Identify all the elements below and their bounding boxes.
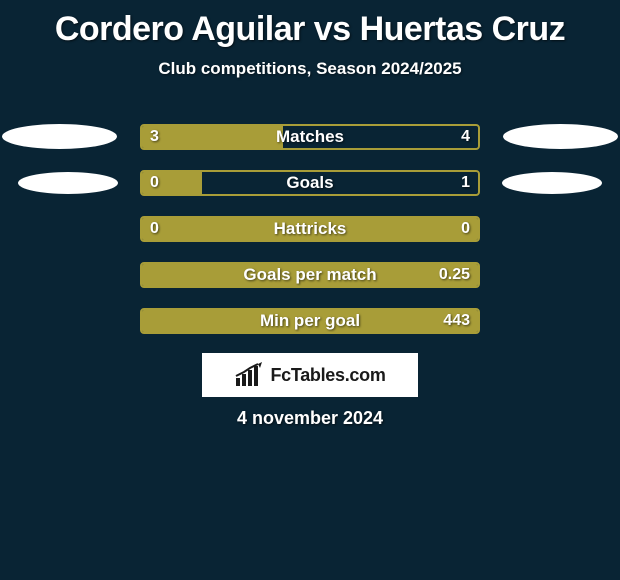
stat-label: Matches (142, 126, 478, 148)
stat-label: Hattricks (142, 218, 478, 240)
page-title: Cordero Aguilar vs Huertas Cruz (0, 0, 620, 49)
page-subtitle: Club competitions, Season 2024/2025 (0, 59, 620, 79)
stat-row-min-per-goal: Min per goal 443 (0, 306, 620, 336)
right-ellipse-icon (503, 124, 618, 149)
left-ellipse-icon (18, 172, 118, 194)
stat-value-right: 0 (461, 218, 470, 240)
stat-value-right: 4 (461, 126, 470, 148)
right-ellipse-icon (502, 172, 602, 194)
stat-bar-track: Goals per match 0.25 (140, 262, 480, 288)
stat-row-hattricks: 0 Hattricks 0 (0, 214, 620, 244)
left-ellipse-icon (2, 124, 117, 149)
stat-value-right: 1 (461, 172, 470, 194)
stat-value-right: 0.25 (439, 264, 470, 286)
stat-bar-track: 0 Hattricks 0 (140, 216, 480, 242)
stat-label: Goals per match (142, 264, 478, 286)
stat-row-goals: 0 Goals 1 (0, 168, 620, 198)
stat-bar-track: 3 Matches 4 (140, 124, 480, 150)
stat-label: Goals (142, 172, 478, 194)
stat-rows: 3 Matches 4 0 Goals 1 0 Hattricks 0 Goal… (0, 122, 620, 352)
brand-badge: FcTables.com (202, 353, 418, 397)
stat-value-right: 443 (443, 310, 470, 332)
stat-label: Min per goal (142, 310, 478, 332)
brand-text: FcTables.com (270, 365, 385, 386)
stat-row-matches: 3 Matches 4 (0, 122, 620, 152)
chart-icon (234, 362, 264, 388)
stat-row-goals-per-match: Goals per match 0.25 (0, 260, 620, 290)
stat-bar-track: Min per goal 443 (140, 308, 480, 334)
footer-date: 4 november 2024 (0, 408, 620, 429)
stat-bar-track: 0 Goals 1 (140, 170, 480, 196)
